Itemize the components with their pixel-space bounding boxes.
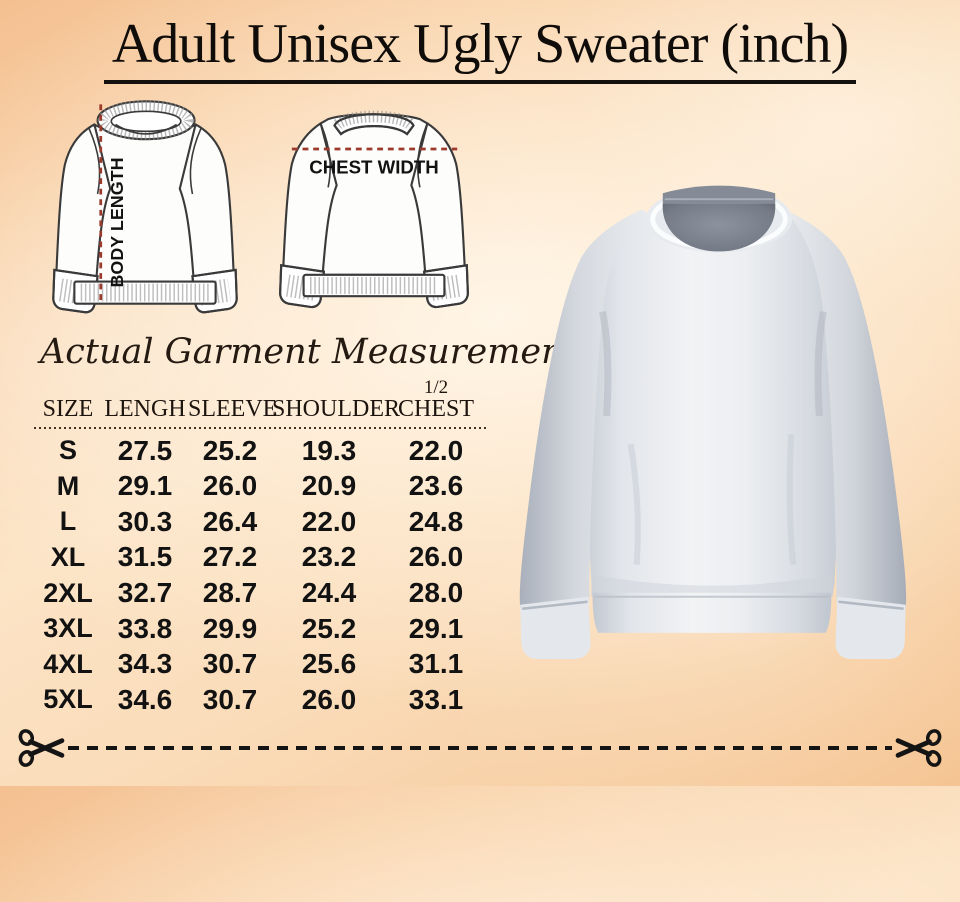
table-row: L 30.3 26.4 22.0 24.8 <box>34 504 486 540</box>
cell-size: S <box>58 435 77 466</box>
measurement-diagrams: BODY LENGTH <box>34 96 490 330</box>
column-header-shoulder: SHOULDER <box>272 396 401 423</box>
table-heading: Actual Garment Measurements <box>40 332 596 372</box>
table-row: 4XL 34.3 30.7 25.6 31.1 <box>34 646 486 682</box>
cell-length: 31.5 <box>117 541 173 573</box>
cell-half-chest: 22.0 <box>408 434 464 466</box>
cell-sleeve: 25.2 <box>202 434 258 466</box>
cell-sleeve: 27.2 <box>202 541 258 573</box>
column-header-half-chest-word: CHEST <box>397 396 474 423</box>
cell-sleeve: 26.4 <box>202 505 258 537</box>
chest-width-label: CHEST WIDTH <box>309 157 439 178</box>
table-row: S 27.5 25.2 19.3 22.0 <box>34 433 486 469</box>
cell-half-chest: 33.1 <box>408 683 464 715</box>
sweater-back-diagram: CHEST WIDTH <box>279 110 469 309</box>
cell-shoulder: 25.6 <box>301 648 357 680</box>
cell-shoulder: 20.9 <box>301 470 357 502</box>
cell-length: 32.7 <box>117 577 173 609</box>
cell-length: 34.6 <box>117 683 173 715</box>
cell-length: 30.3 <box>117 505 173 537</box>
cell-half-chest: 23.6 <box>408 470 464 502</box>
cell-shoulder: 25.2 <box>301 612 357 644</box>
sweater-front-diagram: BODY LENGTH <box>52 100 238 314</box>
cell-sleeve: 26.0 <box>202 470 258 502</box>
table-row: 2XL 32.7 28.7 24.4 28.0 <box>34 575 486 611</box>
cell-length: 27.5 <box>117 434 173 466</box>
header: Adult Unisex Ugly Sweater (inch) <box>0 12 960 85</box>
cell-sleeve: 28.7 <box>202 577 258 609</box>
cut-dashed-line <box>68 746 892 750</box>
cell-shoulder: 24.4 <box>301 577 357 609</box>
cell-size: L <box>59 506 77 537</box>
column-header-half-chest-fraction: 1/2 <box>423 377 449 398</box>
cell-size: 3XL <box>43 613 93 644</box>
cell-sleeve: 30.7 <box>202 648 258 680</box>
cut-line <box>16 724 944 772</box>
table-row: 5XL 34.6 30.7 26.0 33.1 <box>34 682 486 718</box>
cell-size: 4XL <box>43 648 93 679</box>
size-table-header-row: SIZE LENGH SLEEVE SHOULDER 1/2 CHEST <box>34 378 486 425</box>
scissors-icon <box>18 729 65 767</box>
cell-half-chest: 28.0 <box>408 577 464 609</box>
column-header-size: SIZE <box>42 396 94 423</box>
cell-sleeve: 29.9 <box>202 612 258 644</box>
header-divider <box>34 426 486 429</box>
table-row: XL 31.5 27.2 23.2 26.0 <box>34 540 486 576</box>
page-title: Adult Unisex Ugly Sweater (inch) <box>103 12 857 85</box>
cell-size: M <box>56 470 80 501</box>
cell-size: 5XL <box>43 684 93 715</box>
cell-size: 2XL <box>43 577 93 608</box>
sweater-photo-illustration <box>519 185 907 659</box>
cell-size: XL <box>50 541 86 572</box>
column-header-length: LENGH <box>104 396 186 423</box>
cell-length: 29.1 <box>117 470 173 502</box>
column-header-sleeve: SLEEVE <box>188 396 278 423</box>
cell-length: 33.8 <box>117 612 173 644</box>
cell-length: 34.3 <box>117 648 173 680</box>
size-chart-panel: BODY LENGTH <box>34 96 596 718</box>
scissors-icon <box>895 729 942 767</box>
cell-half-chest: 26.0 <box>408 541 464 573</box>
size-table: SIZE LENGH SLEEVE SHOULDER 1/2 CHEST S 2… <box>34 378 486 718</box>
body-length-label: BODY LENGTH <box>107 157 127 287</box>
cell-shoulder: 19.3 <box>301 434 357 466</box>
cell-shoulder: 22.0 <box>301 505 357 537</box>
cell-half-chest: 29.1 <box>408 612 464 644</box>
cell-sleeve: 30.7 <box>202 683 258 715</box>
cell-shoulder: 23.2 <box>301 541 357 573</box>
table-row: 3XL 33.8 29.9 25.2 29.1 <box>34 611 486 647</box>
cell-half-chest: 24.8 <box>408 505 464 537</box>
table-row: M 29.1 26.0 20.9 23.6 <box>34 468 486 504</box>
sweater-photo <box>490 143 954 667</box>
column-header-half-chest: 1/2 CHEST <box>386 378 486 425</box>
cell-half-chest: 31.1 <box>408 648 464 680</box>
cell-shoulder: 26.0 <box>301 683 357 715</box>
